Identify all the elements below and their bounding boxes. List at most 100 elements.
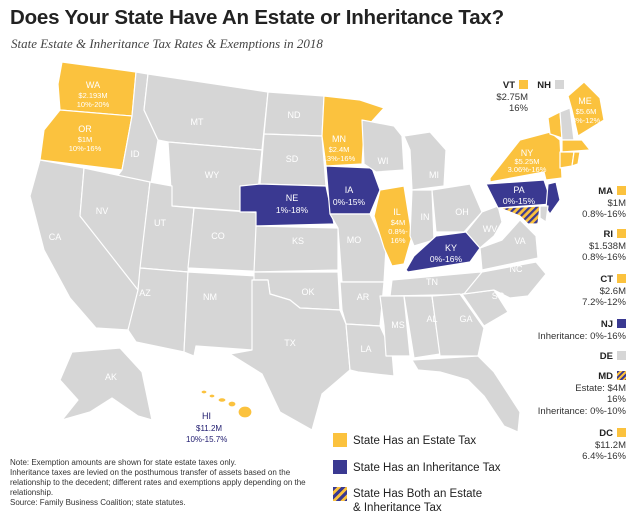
state-MA bbox=[561, 139, 591, 153]
label-IN: IN bbox=[421, 212, 430, 222]
label-WV: WV bbox=[483, 224, 498, 234]
label-SD: SD bbox=[286, 154, 299, 164]
legend-swatch-inheritance bbox=[333, 460, 347, 474]
label-ND: ND bbox=[288, 110, 301, 120]
label-UT: UT bbox=[154, 218, 166, 228]
label-NE: NE bbox=[286, 193, 299, 203]
legend-swatch-estate bbox=[519, 80, 528, 89]
state-OH bbox=[431, 183, 483, 233]
footnote: Note: Exemption amounts are shown for st… bbox=[10, 458, 310, 508]
state-GA bbox=[431, 293, 485, 357]
rate-IA: 0%-15% bbox=[333, 197, 366, 207]
rate-NY: 3.06%-16% bbox=[508, 165, 547, 174]
side-CT: CT $2.6M 7.2%-12% bbox=[582, 274, 626, 308]
legend-both-label: State Has Both an Estate & Inheritance T… bbox=[353, 488, 483, 514]
label-CO: CO bbox=[211, 231, 225, 241]
state-NY bbox=[489, 131, 563, 183]
state-WV bbox=[465, 205, 503, 249]
side-NJ: NJ Inheritance: 0%-16% bbox=[537, 319, 626, 342]
state-IL bbox=[373, 185, 413, 267]
label-MN: MN bbox=[332, 134, 346, 144]
label-NM: NM bbox=[203, 292, 217, 302]
state-WI bbox=[361, 119, 405, 173]
amount-NY: $5.25M bbox=[514, 157, 539, 166]
map-legend: State Has an Estate Tax State Has an Inh… bbox=[333, 433, 533, 514]
label-OR: OR bbox=[78, 124, 92, 134]
state-LA bbox=[345, 323, 395, 377]
label-TN: TN bbox=[426, 277, 438, 287]
label-ME: ME bbox=[578, 96, 592, 106]
rate-IL: 0.8%- bbox=[388, 227, 408, 236]
label-IA: IA bbox=[345, 185, 354, 195]
label-TX: TX bbox=[284, 338, 296, 348]
rate-PA: 0%-15% bbox=[503, 196, 536, 206]
rate-HI: 10%-15.7% bbox=[186, 435, 227, 444]
label-NV: NV bbox=[96, 206, 109, 216]
state-IA bbox=[325, 165, 381, 215]
state-KS bbox=[253, 225, 339, 273]
label-HI: HI bbox=[202, 411, 211, 421]
state-MD bbox=[499, 205, 541, 225]
side-MA: MA $1M 0.8%-16% bbox=[582, 186, 626, 220]
state-IN bbox=[409, 189, 435, 247]
page-subtitle: State Estate & Inheritance Tax Rates & E… bbox=[11, 36, 323, 51]
side-MD: MD Estate: $4M 16% Inheritance: 0%-10% bbox=[537, 371, 626, 417]
rate-MN: 13%-16% bbox=[323, 154, 356, 163]
state-AK bbox=[59, 347, 153, 421]
amount-WA: $2.193M bbox=[78, 91, 107, 100]
label-AZ: AZ bbox=[139, 288, 151, 298]
state-OR bbox=[39, 109, 133, 171]
state-AR bbox=[339, 281, 385, 327]
note-line1: Note: Exemption amounts are shown for st… bbox=[10, 458, 237, 467]
state-MS bbox=[379, 295, 411, 357]
label-WY: WY bbox=[205, 170, 220, 180]
note-line2: Inheritance taxes are levied on the post… bbox=[10, 468, 306, 497]
legend-swatch-both bbox=[333, 487, 347, 501]
page-title: Does Your State Have An Estate or Inheri… bbox=[10, 6, 504, 29]
label-OK: OK bbox=[301, 287, 314, 297]
state-MI bbox=[403, 131, 447, 191]
rate-NE: 1%-18% bbox=[276, 205, 309, 215]
state-MT bbox=[143, 73, 269, 151]
state-NM bbox=[183, 271, 257, 357]
label-LA: LA bbox=[360, 344, 371, 354]
label-MI: MI bbox=[429, 170, 439, 180]
side-RI: RI $1.538M 0.8%-16% bbox=[582, 229, 626, 263]
label-AK: AK bbox=[105, 372, 117, 382]
side-VT: VT $2.75M 16% bbox=[496, 80, 528, 114]
label-NY: NY bbox=[521, 148, 534, 158]
state-NC bbox=[463, 261, 547, 299]
state-RI bbox=[571, 151, 581, 167]
label-MS: MS bbox=[391, 320, 405, 330]
state-HI bbox=[200, 389, 253, 419]
rate-KY: 0%-16% bbox=[430, 254, 463, 264]
amount-IL: $4M bbox=[391, 218, 406, 227]
label-VA: VA bbox=[514, 236, 525, 246]
label-MO: MO bbox=[347, 235, 362, 245]
label-FL: FL bbox=[503, 377, 514, 387]
amount-HI: $11.2M bbox=[196, 424, 222, 433]
label-AL: AL bbox=[426, 314, 437, 324]
label-CA: CA bbox=[49, 232, 62, 242]
state-NE bbox=[239, 183, 335, 227]
amount-OR: $1M bbox=[78, 135, 93, 144]
label-NC: NC bbox=[510, 264, 523, 274]
side-DC: DC $11.2M 6.4%-16% bbox=[582, 428, 626, 462]
source-line: Source: Family Business Coalition; state… bbox=[10, 498, 186, 507]
state-DE bbox=[539, 205, 549, 223]
state-NJ bbox=[545, 181, 561, 215]
label-PA: PA bbox=[513, 185, 524, 195]
label-WI: WI bbox=[378, 156, 389, 166]
label-WA: WA bbox=[86, 80, 100, 90]
label-GA: GA bbox=[459, 314, 472, 324]
label-MT: MT bbox=[191, 117, 204, 127]
legend-estate-label: State Has an Estate Tax bbox=[353, 435, 477, 447]
side-NH: NH bbox=[520, 80, 564, 92]
label-ID: ID bbox=[131, 149, 141, 159]
rate-OR: 10%-16% bbox=[69, 144, 102, 153]
state-labels: MT ND SD WY ID NV CA UT CO KS AZ NM OK TX MO AR LA MS AL GA… bbox=[49, 110, 526, 387]
label-OH: OH bbox=[455, 207, 469, 217]
state-VA bbox=[479, 219, 539, 271]
rate-ME: 8%-12% bbox=[572, 116, 601, 125]
